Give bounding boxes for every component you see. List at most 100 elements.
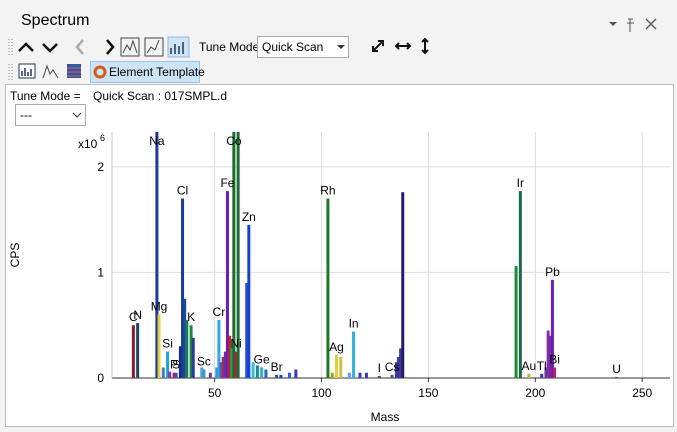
peak [275, 374, 279, 378]
toolbar-icons[interactable] [5, 36, 205, 84]
info-file: Quick Scan : 017SMPL.d [93, 89, 228, 103]
peak-label: Pb [545, 265, 560, 279]
peak [247, 224, 251, 378]
peak [518, 191, 522, 378]
peak-label: Si [162, 337, 173, 351]
peak [255, 365, 259, 378]
tune-mode-dropdown[interactable]: Quick Scan [257, 36, 349, 58]
peak [168, 371, 172, 378]
peak-label: Ir [517, 176, 524, 190]
peak-label: Zn [242, 210, 256, 224]
peak [223, 351, 227, 378]
peak [217, 319, 221, 378]
peak [377, 375, 381, 378]
element-template-button[interactable]: Element Template [90, 61, 205, 83]
peak [155, 132, 159, 378]
peak [185, 319, 189, 378]
peak-label: Ge [254, 352, 270, 366]
peak [200, 367, 204, 378]
peak [394, 362, 398, 378]
y-tick-label: 0 [97, 371, 104, 385]
peak [358, 372, 362, 378]
info-label: Tune Mode = [10, 89, 81, 103]
peak [161, 367, 165, 378]
peak [339, 356, 343, 378]
peak-label: In [349, 317, 359, 331]
window-controls[interactable] [600, 14, 670, 36]
peak-label: S [172, 358, 180, 372]
x-tick-label: 50 [208, 386, 222, 400]
dropdown-value: Quick Scan [262, 40, 324, 54]
peak-label: Cl [177, 184, 188, 198]
peak [228, 335, 232, 378]
peak [326, 198, 330, 378]
peak [178, 346, 182, 378]
peak [390, 374, 394, 378]
selector-dropdown[interactable]: --- [15, 104, 86, 126]
peak-label: N [133, 308, 142, 322]
peak [157, 314, 161, 378]
peak [260, 367, 264, 378]
x-tick-label: 200 [525, 386, 545, 400]
peak [264, 369, 268, 378]
peak [287, 372, 291, 378]
peak [225, 191, 229, 378]
peak [189, 325, 193, 378]
peak [236, 132, 240, 378]
peak-label: Rh [320, 184, 335, 198]
peak-label: Tl [537, 359, 547, 373]
peak [279, 374, 283, 378]
x-tick-label: 150 [418, 386, 438, 400]
peak [208, 372, 212, 378]
peak-label: Br [271, 360, 283, 374]
peak [215, 367, 219, 378]
peak-label: Fe [220, 176, 234, 190]
peak [330, 372, 334, 378]
peak [131, 325, 135, 378]
peak-label: I [378, 361, 381, 375]
peak-label: Cr [213, 305, 226, 319]
peak [540, 373, 544, 378]
peak [352, 331, 356, 378]
button-label: Element Template [109, 65, 205, 79]
peak-label: Na [149, 134, 165, 148]
peak [399, 348, 403, 378]
peak [251, 362, 255, 378]
peak [202, 369, 206, 378]
peak [364, 372, 368, 378]
tune-mode-label: Tune Mode: [199, 40, 263, 54]
peak [221, 356, 225, 378]
peak-label: Mg [151, 300, 168, 314]
x-tick-label: 250 [632, 386, 652, 400]
peak [396, 356, 400, 378]
y-multiplier: x10 [78, 137, 98, 151]
y-axis-label: CPS [8, 243, 22, 268]
peak [347, 372, 351, 378]
peak-label: Sc [197, 355, 211, 369]
x-axis-label: Mass [371, 410, 400, 424]
peak [230, 346, 234, 378]
peak [550, 279, 554, 378]
y-tick-label: 1 [97, 265, 104, 279]
plot-area [131, 132, 619, 378]
peak-label: Ni [230, 337, 241, 351]
peak [219, 362, 223, 378]
peak-label: P [170, 358, 178, 372]
peak [615, 376, 619, 378]
selector-value: --- [20, 108, 32, 122]
peak [172, 372, 176, 378]
peak-label: Au [522, 359, 537, 373]
peak [553, 367, 557, 378]
peak-label: U [612, 362, 621, 376]
peak [527, 373, 531, 378]
peak [401, 192, 405, 378]
peak [174, 372, 178, 378]
peak [546, 330, 550, 378]
zoom-icons[interactable] [368, 37, 438, 57]
peak [514, 266, 518, 378]
peak [544, 367, 548, 378]
peak [183, 298, 187, 378]
peak [136, 323, 140, 378]
